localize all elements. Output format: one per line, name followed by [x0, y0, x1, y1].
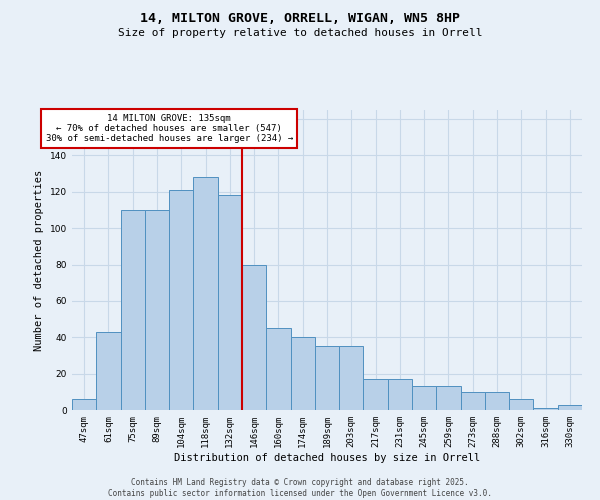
Bar [72, 399, 96, 410]
Text: 14 MILTON GROVE: 135sqm
← 70% of detached houses are smaller (547)
30% of semi-d: 14 MILTON GROVE: 135sqm ← 70% of detache… [46, 114, 293, 144]
Bar [290, 338, 315, 410]
Bar [388, 379, 412, 410]
Bar [145, 210, 169, 410]
Bar [485, 392, 509, 410]
Bar [461, 392, 485, 410]
Bar [436, 386, 461, 410]
X-axis label: Distribution of detached houses by size in Orrell: Distribution of detached houses by size … [174, 452, 480, 462]
Bar [169, 190, 193, 410]
Bar [242, 264, 266, 410]
Bar [193, 178, 218, 410]
Text: Contains HM Land Registry data © Crown copyright and database right 2025.
Contai: Contains HM Land Registry data © Crown c… [108, 478, 492, 498]
Bar [558, 404, 582, 410]
Bar [364, 379, 388, 410]
Bar [412, 386, 436, 410]
Bar [96, 332, 121, 410]
Bar [315, 346, 339, 410]
Bar [266, 328, 290, 410]
Bar [509, 399, 533, 410]
Bar [218, 196, 242, 410]
Y-axis label: Number of detached properties: Number of detached properties [34, 170, 44, 350]
Bar [339, 346, 364, 410]
Bar [533, 408, 558, 410]
Bar [121, 210, 145, 410]
Text: 14, MILTON GROVE, ORRELL, WIGAN, WN5 8HP: 14, MILTON GROVE, ORRELL, WIGAN, WN5 8HP [140, 12, 460, 26]
Text: Size of property relative to detached houses in Orrell: Size of property relative to detached ho… [118, 28, 482, 38]
